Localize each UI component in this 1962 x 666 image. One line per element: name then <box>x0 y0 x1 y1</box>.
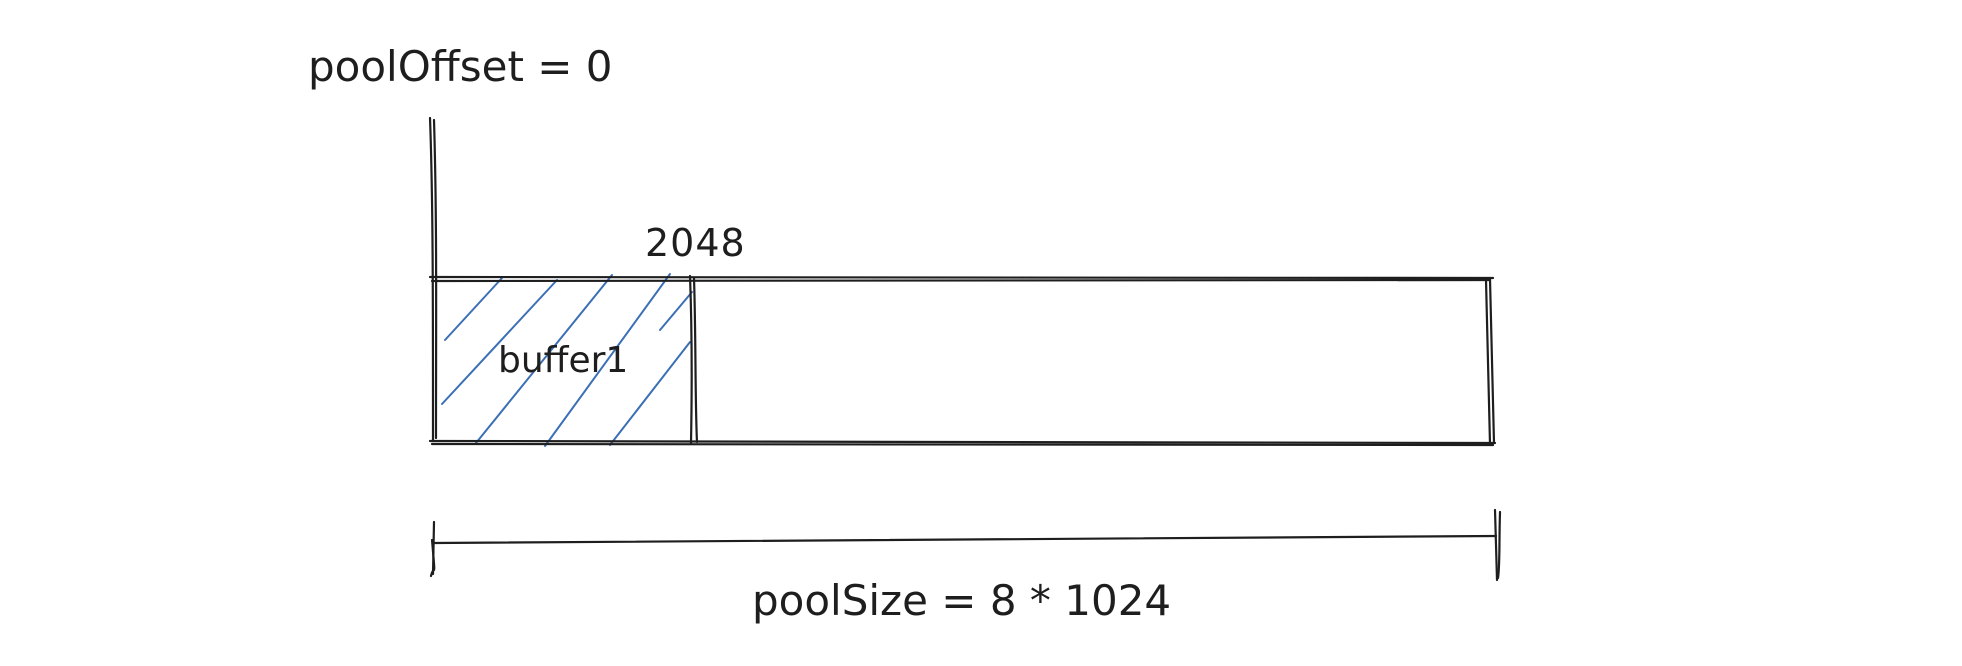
pool-rectangle <box>428 275 1497 447</box>
buffer-hatch-fill <box>441 273 693 447</box>
buffer-name-label: buffer1 <box>498 340 629 381</box>
pool-offset-marker <box>428 116 438 442</box>
pool-offset-label: poolOffset = 0 <box>308 42 613 91</box>
pool-size-dimension-line <box>429 508 1502 582</box>
buffer-end-label: 2048 <box>645 221 746 265</box>
pool-size-label: poolSize = 8 * 1024 <box>752 576 1172 625</box>
buffer-boundary <box>688 274 699 445</box>
